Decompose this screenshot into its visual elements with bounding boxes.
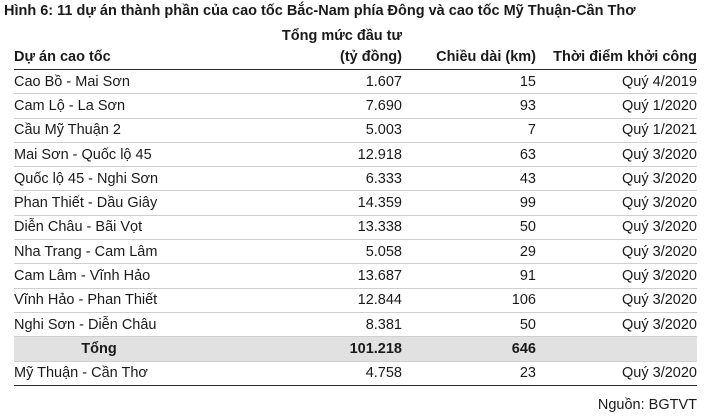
cell-length: 93 bbox=[402, 93, 536, 119]
cell-project: Cam Lâm - Vĩnh Hảo bbox=[14, 263, 224, 289]
header-investment-line2: (tỷ đồng) bbox=[224, 46, 402, 70]
source-note: Nguồn: BGTVT bbox=[597, 397, 697, 413]
header-length: Chiều dài (km) bbox=[402, 46, 536, 70]
table-row: Quốc lộ 45 - Nghi Sơn 6.333 43 Quý 3/202… bbox=[14, 166, 697, 192]
cell-length: 15 bbox=[402, 69, 536, 95]
table-row: Cầu Mỹ Thuận 2 5.003 7 Quý 1/2021 bbox=[14, 118, 697, 143]
cell-start: Quý 3/2020 bbox=[536, 312, 697, 338]
total-label: Tổng bbox=[14, 336, 224, 362]
total-investment: 101.218 bbox=[224, 336, 402, 362]
cell-project: Phan Thiết - Dầu Giây bbox=[14, 190, 224, 216]
cell-length: 29 bbox=[402, 239, 536, 265]
cell-length: 63 bbox=[402, 142, 536, 168]
cell-start: Quý 3/2020 bbox=[536, 263, 697, 289]
cell-investment: 4.758 bbox=[224, 361, 402, 386]
cell-length: 23 bbox=[402, 361, 536, 386]
table-row: Nha Trang - Cam Lâm 5.058 29 Quý 3/2020 bbox=[14, 239, 697, 265]
total-row: Tổng 101.218 646 bbox=[14, 336, 697, 362]
cell-start: Quý 1/2021 bbox=[536, 118, 697, 143]
projects-table: Tổng mức đầu tư Dự án cao tốc (tỷ đồng) … bbox=[14, 26, 697, 386]
table-row: Phan Thiết - Dầu Giây 14.359 99 Quý 3/20… bbox=[14, 190, 697, 216]
cell-project: Nha Trang - Cam Lâm bbox=[14, 239, 224, 265]
header-spacer bbox=[402, 26, 536, 46]
table-row-extra: Mỹ Thuận - Cần Thơ 4.758 23 Quý 3/2020 bbox=[14, 361, 697, 386]
cell-project: Cam Lộ - La Sơn bbox=[14, 93, 224, 119]
cell-start: Quý 4/2019 bbox=[536, 69, 697, 95]
cell-length: 106 bbox=[402, 288, 536, 313]
table-row: Cam Lộ - La Sơn 7.690 93 Quý 1/2020 bbox=[14, 93, 697, 119]
cell-start: Quý 3/2020 bbox=[536, 142, 697, 168]
table-row: Nghi Sơn - Diễn Châu 8.381 50 Quý 3/2020 bbox=[14, 312, 697, 338]
cell-project: Vĩnh Hảo - Phan Thiết bbox=[14, 288, 224, 313]
cell-start: Quý 3/2020 bbox=[536, 166, 697, 192]
total-length: 646 bbox=[402, 336, 536, 362]
cell-investment: 13.338 bbox=[224, 215, 402, 241]
cell-start: Quý 1/2020 bbox=[536, 93, 697, 119]
cell-investment: 7.690 bbox=[224, 93, 402, 119]
cell-length: 99 bbox=[402, 190, 536, 216]
header-start: Thời điểm khởi công bbox=[536, 46, 697, 70]
cell-start: Quý 3/2020 bbox=[536, 215, 697, 241]
cell-investment: 1.607 bbox=[224, 69, 402, 95]
cell-investment: 12.918 bbox=[224, 142, 402, 168]
cell-start: Quý 3/2020 bbox=[536, 288, 697, 313]
table-row: Mai Sơn - Quốc lộ 45 12.918 63 Quý 3/202… bbox=[14, 142, 697, 168]
header-spacer bbox=[14, 26, 224, 46]
cell-project: Mỹ Thuận - Cần Thơ bbox=[14, 361, 224, 386]
cell-investment: 12.844 bbox=[224, 288, 402, 313]
figure-caption: Hình 6: 11 dự án thành phần của cao tốc … bbox=[4, 3, 636, 19]
cell-length: 50 bbox=[402, 312, 536, 338]
cell-project: Cầu Mỹ Thuận 2 bbox=[14, 118, 224, 143]
cell-length: 91 bbox=[402, 263, 536, 289]
cell-investment: 13.687 bbox=[224, 263, 402, 289]
header-spacer bbox=[536, 26, 697, 46]
table-header: Tổng mức đầu tư Dự án cao tốc (tỷ đồng) … bbox=[14, 26, 697, 70]
cell-project: Nghi Sơn - Diễn Châu bbox=[14, 312, 224, 338]
cell-start: Quý 3/2020 bbox=[536, 361, 697, 386]
header-project: Dự án cao tốc bbox=[14, 46, 224, 70]
cell-project: Quốc lộ 45 - Nghi Sơn bbox=[14, 166, 224, 192]
cell-project: Mai Sơn - Quốc lộ 45 bbox=[14, 142, 224, 168]
cell-investment: 14.359 bbox=[224, 190, 402, 216]
total-start bbox=[536, 336, 697, 362]
table-row: Diễn Châu - Bãi Vọt 13.338 50 Quý 3/2020 bbox=[14, 215, 697, 241]
cell-investment: 5.058 bbox=[224, 239, 402, 265]
cell-investment: 5.003 bbox=[224, 118, 402, 143]
cell-project: Diễn Châu - Bãi Vọt bbox=[14, 215, 224, 241]
table-row: Vĩnh Hảo - Phan Thiết 12.844 106 Quý 3/2… bbox=[14, 288, 697, 313]
cell-investment: 8.381 bbox=[224, 312, 402, 338]
cell-start: Quý 3/2020 bbox=[536, 239, 697, 265]
table-row: Cam Lâm - Vĩnh Hảo 13.687 91 Quý 3/2020 bbox=[14, 263, 697, 289]
header-investment-line1: Tổng mức đầu tư bbox=[281, 28, 402, 44]
cell-length: 43 bbox=[402, 166, 536, 192]
cell-length: 50 bbox=[402, 215, 536, 241]
cell-length: 7 bbox=[402, 118, 536, 143]
cell-investment: 6.333 bbox=[224, 166, 402, 192]
cell-project: Cao Bồ - Mai Sơn bbox=[14, 69, 224, 95]
table-row: Cao Bồ - Mai Sơn 1.607 15 Quý 4/2019 bbox=[14, 69, 697, 95]
cell-start: Quý 3/2020 bbox=[536, 190, 697, 216]
